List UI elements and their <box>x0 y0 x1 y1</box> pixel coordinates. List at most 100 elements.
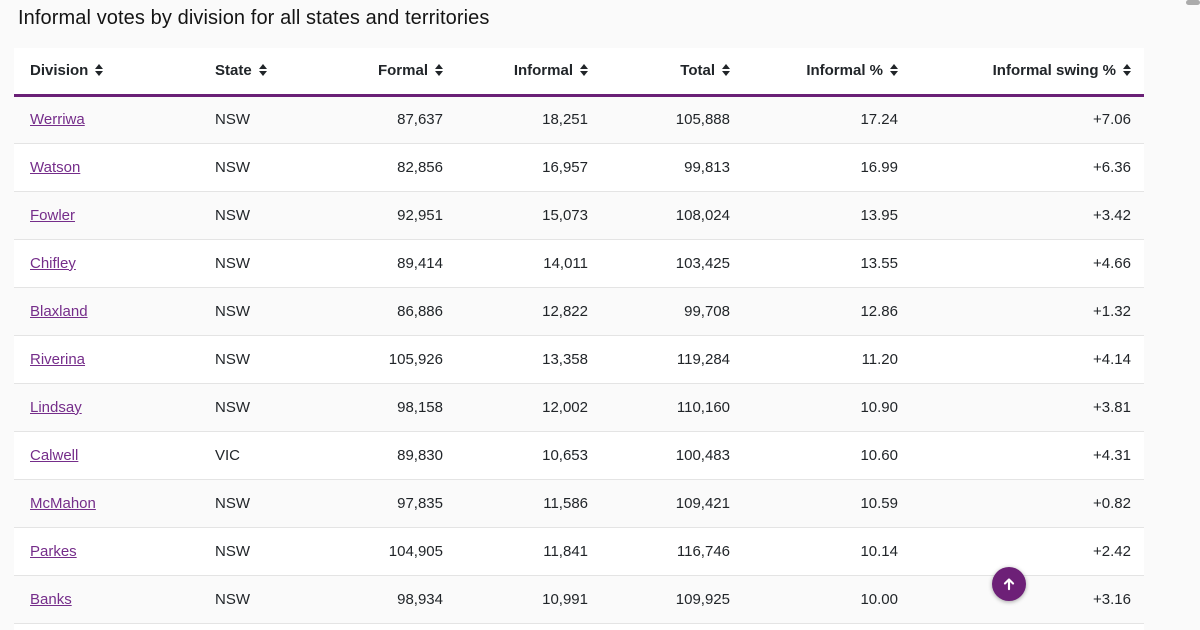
cell-division: Calwell <box>14 430 199 479</box>
cell-division: Parkes <box>14 526 199 575</box>
cell-informal_swing_pct: +4.31 <box>914 430 1144 479</box>
cell-informal_pct: 10.14 <box>746 526 914 575</box>
column-header-informal_swing_pct[interactable]: Informal swing % <box>914 48 1144 97</box>
table-row: Banks NSW 98,934 10,991 109,925 10.00 +3.16 <box>14 574 1144 624</box>
cell-total: 105,888 <box>675 111 730 128</box>
caret-up-icon <box>258 64 267 70</box>
informal-votes-table: Division State Formal Informal Total Informal… <box>14 48 1144 624</box>
table-row: McMahon NSW 97,835 11,586 109,421 10.59 +0.82 <box>14 478 1144 527</box>
division-link[interactable]: Fowler <box>30 206 76 224</box>
caret-down-icon <box>890 71 898 77</box>
caret-up-icon <box>580 64 588 70</box>
caret-up-icon <box>1123 64 1131 70</box>
cell-informal_pct: 11.20 <box>746 334 914 383</box>
division-link[interactable]: McMahon <box>30 494 96 512</box>
division-link[interactable]: Riverina <box>30 350 86 368</box>
cell-division: Chifley <box>14 238 199 287</box>
cell-state: VIC <box>199 430 349 479</box>
cell-division: Riverina <box>14 334 199 383</box>
cell-total: 109,925 <box>604 574 746 624</box>
cell-informal: 18,251 <box>542 111 588 128</box>
table-header: Division State Formal Informal Total Informal… <box>14 48 1144 97</box>
column-header-informal[interactable]: Informal <box>459 48 604 97</box>
sort-icon <box>95 64 104 77</box>
cell-informal_swing_pct: +7.06 <box>1093 111 1131 128</box>
cell-total: 103,425 <box>604 238 746 287</box>
cell-total: 109,421 <box>604 478 746 527</box>
cell-formal: 87,637 <box>397 111 443 128</box>
sort-icon <box>1123 64 1131 77</box>
cell-state: NSW <box>199 526 349 575</box>
cell-formal: 92,951 <box>349 190 459 239</box>
cell-total: 108,024 <box>604 190 746 239</box>
cell-informal_swing_pct: +4.14 <box>914 334 1144 383</box>
caret-up-icon <box>890 64 898 70</box>
caret-down-icon <box>95 71 104 77</box>
division-link[interactable]: Calwell <box>30 446 79 464</box>
sort-icon <box>890 64 898 77</box>
cell-informal: 16,957 <box>459 142 604 191</box>
cell-formal: 97,835 <box>349 478 459 527</box>
division-link[interactable]: Parkes <box>30 542 77 560</box>
column-header-label: Informal % <box>806 62 883 80</box>
column-header-label: Division <box>30 62 89 80</box>
cell-informal: 14,011 <box>459 238 604 287</box>
caret-down-icon <box>1123 71 1131 77</box>
cell-state: NSW <box>199 238 349 287</box>
cell-formal: 89,414 <box>349 238 459 287</box>
division-link[interactable]: Chifley <box>30 254 76 272</box>
column-header-label: Formal <box>377 62 428 80</box>
table-row: Lindsay NSW 98,158 12,002 110,160 10.90 +3.81 <box>14 382 1144 431</box>
cell-informal_swing_pct: +1.32 <box>914 286 1144 335</box>
cell-division: Werriwa <box>14 95 199 143</box>
division-link[interactable]: Blaxland <box>30 302 88 320</box>
cell-state: NSW <box>199 478 349 527</box>
cell-informal: 10,653 <box>459 430 604 479</box>
division-link[interactable]: Lindsay <box>30 398 82 416</box>
cell-division: Lindsay <box>14 382 199 431</box>
cell-informal_pct: 12.86 <box>746 286 914 335</box>
division-link[interactable]: Werriwa <box>30 111 85 128</box>
table-body: Werriwa NSW 87,637 18,251 105,888 17.24 +7.06 W… <box>14 95 1144 624</box>
table-row: Fowler NSW 92,951 15,073 108,024 13.95 +3.42 <box>14 190 1144 239</box>
cell-informal: 10,991 <box>459 574 604 624</box>
caret-down-icon <box>580 71 588 77</box>
cell-total: 99,813 <box>604 142 746 191</box>
table-header-row: Division State Formal Informal Total Informal… <box>14 48 1144 97</box>
cell-informal_pct: 10.90 <box>746 382 914 431</box>
caret-down-icon <box>258 71 267 77</box>
informal-votes-table-card: Division State Formal Informal Total Informal… <box>14 48 1144 630</box>
cell-total: 119,284 <box>604 334 746 383</box>
cell-informal_pct: 17.24 <box>860 111 898 128</box>
cell-state: NSW <box>199 286 349 335</box>
division-link[interactable]: Watson <box>30 158 81 176</box>
table-row: Watson NSW 82,856 16,957 99,813 16.99 +6.36 <box>14 142 1144 191</box>
column-header-division[interactable]: Division <box>14 48 199 97</box>
back-to-top-button[interactable] <box>992 567 1026 601</box>
cell-informal_swing_pct: +3.16 <box>914 574 1144 624</box>
cell-formal: 105,926 <box>349 334 459 383</box>
cell-division: Banks <box>14 574 199 624</box>
caret-up-icon <box>435 64 443 70</box>
column-header-state[interactable]: State <box>199 48 349 97</box>
cell-informal_swing_pct: +3.81 <box>914 382 1144 431</box>
cell-informal: 11,841 <box>459 526 604 575</box>
sort-icon <box>435 64 443 77</box>
cell-formal: 86,886 <box>349 286 459 335</box>
column-header-formal[interactable]: Formal <box>349 48 459 97</box>
column-header-total[interactable]: Total <box>604 48 746 97</box>
scrollbar-thumb[interactable] <box>1186 0 1200 5</box>
cell-state: NSW <box>215 111 250 128</box>
up-arrow-icon <box>1003 578 1015 591</box>
cell-informal_pct: 16.99 <box>746 142 914 191</box>
column-header-label: Informal swing % <box>992 62 1116 80</box>
cell-formal: 82,856 <box>349 142 459 191</box>
cell-state: NSW <box>199 382 349 431</box>
column-header-informal_pct[interactable]: Informal % <box>746 48 914 97</box>
cell-total: 110,160 <box>604 382 746 431</box>
division-link[interactable]: Banks <box>30 590 72 608</box>
cell-informal_swing_pct: +6.36 <box>914 142 1144 191</box>
cell-division: McMahon <box>14 478 199 527</box>
cell-total: 100,483 <box>604 430 746 479</box>
cell-state: NSW <box>199 142 349 191</box>
